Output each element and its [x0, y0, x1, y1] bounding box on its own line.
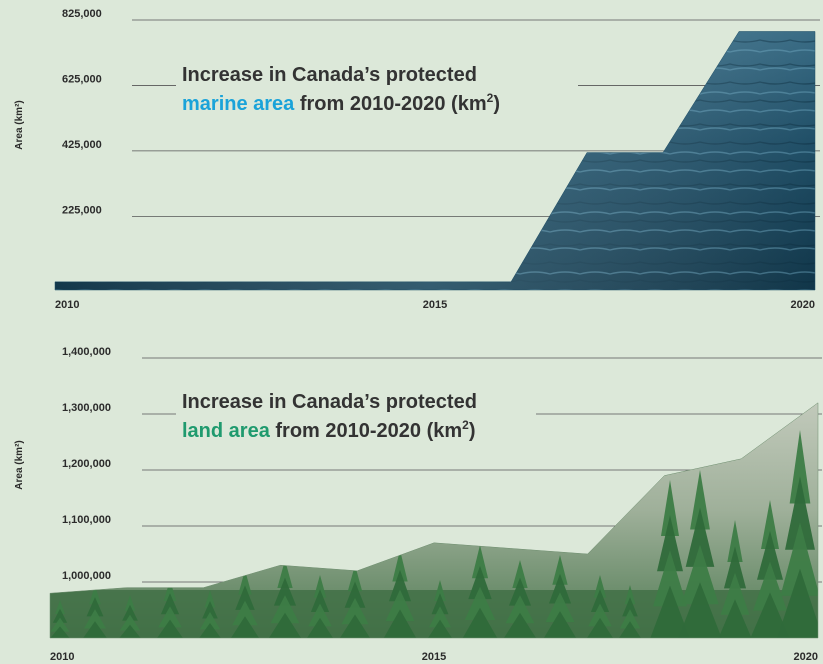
marine-title-line2: marine area from 2010-2020 (km2) — [182, 91, 500, 115]
l-x-tick-label: 2020 — [794, 651, 818, 663]
forest-tree-pattern — [50, 430, 818, 638]
m-x-tick-label: 2015 — [423, 299, 447, 311]
pine-tree — [382, 550, 418, 638]
wave-line — [55, 39, 815, 43]
pine-tree — [197, 590, 223, 638]
m-y-tick-label: 625,000 — [62, 73, 102, 85]
l-y-tick-label: 1,400,000 — [62, 346, 111, 358]
l-y-tick-label: 1,100,000 — [62, 514, 111, 526]
marine-title-line1: Increase in Canada’s protected — [182, 64, 477, 86]
l-y-tick-label: 1,000,000 — [62, 570, 111, 582]
marine-area-series — [54, 31, 816, 291]
land-area-series — [49, 402, 819, 639]
wave-line — [55, 289, 815, 290]
land-title-sup: 2 — [462, 418, 469, 432]
pine-tree — [267, 560, 303, 638]
l-x-tick-label: 2015 — [422, 651, 446, 663]
marine-title-box — [176, 56, 578, 126]
m-y-tick-label: 825,000 — [62, 8, 102, 20]
land-title-close: ) — [469, 420, 476, 442]
marine-y-axis-label: Area (km²) — [14, 100, 25, 149]
land-y-tick-labels: 1,000,000 1,100,000 1,200,000 1,300,000 1,40… — [62, 346, 111, 582]
m-y-tick-label: 425,000 — [62, 139, 102, 151]
m-y-tick-label: 225,000 — [62, 204, 102, 216]
pine-tree — [50, 600, 72, 638]
land-x-tick-labels: 2010 2015 2020 — [50, 651, 818, 663]
land-title-highlight: land area — [182, 420, 271, 442]
pine-tree — [155, 580, 185, 638]
pine-tree — [229, 570, 261, 638]
wave-line — [55, 49, 815, 53]
marine-title-highlight: marine area — [182, 93, 295, 115]
marine-title-sup: 2 — [487, 91, 494, 105]
pine-tree — [542, 555, 578, 638]
land-title-box — [176, 383, 536, 453]
pine-tree — [585, 575, 615, 638]
marine-x-tick-labels: 2010 2015 2020 — [55, 299, 815, 311]
pine-tree — [117, 595, 143, 638]
marine-title-rest: from 2010-2020 (km — [294, 93, 486, 115]
marine-y-tick-labels: 225,000 425,000 625,000 825,000 — [62, 8, 102, 216]
land-title-line2: land area from 2010-2020 (km2) — [182, 418, 476, 442]
l-y-tick-label: 1,200,000 — [62, 458, 111, 470]
pine-tree — [305, 575, 335, 638]
pine-tree — [617, 585, 643, 638]
m-x-tick-label: 2020 — [791, 299, 815, 311]
pine-tree — [717, 520, 753, 638]
pine-tree — [426, 580, 454, 638]
land-title-line1: Increase in Canada’s protected — [182, 391, 477, 413]
pine-tree — [461, 545, 499, 638]
pine-tree — [81, 585, 109, 638]
m-x-tick-label: 2010 — [55, 299, 79, 311]
l-y-tick-label: 1,300,000 — [62, 402, 111, 414]
pine-tree — [338, 565, 372, 638]
land-chart: 1,000,000 1,100,000 1,200,000 1,300,000 1,40… — [14, 346, 822, 663]
pine-tree — [649, 480, 691, 638]
pine-tree — [502, 560, 538, 638]
land-title-rest: from 2010-2020 (km — [270, 420, 462, 442]
pine-tree — [676, 470, 724, 638]
marine-chart: 225,000 425,000 625,000 825,000 2010 2015 202… — [14, 8, 820, 311]
marine-title-close: ) — [493, 93, 500, 115]
pine-tree — [775, 430, 818, 638]
l-x-tick-label: 2010 — [50, 651, 74, 663]
land-y-axis-label: Area (km²) — [14, 440, 25, 489]
